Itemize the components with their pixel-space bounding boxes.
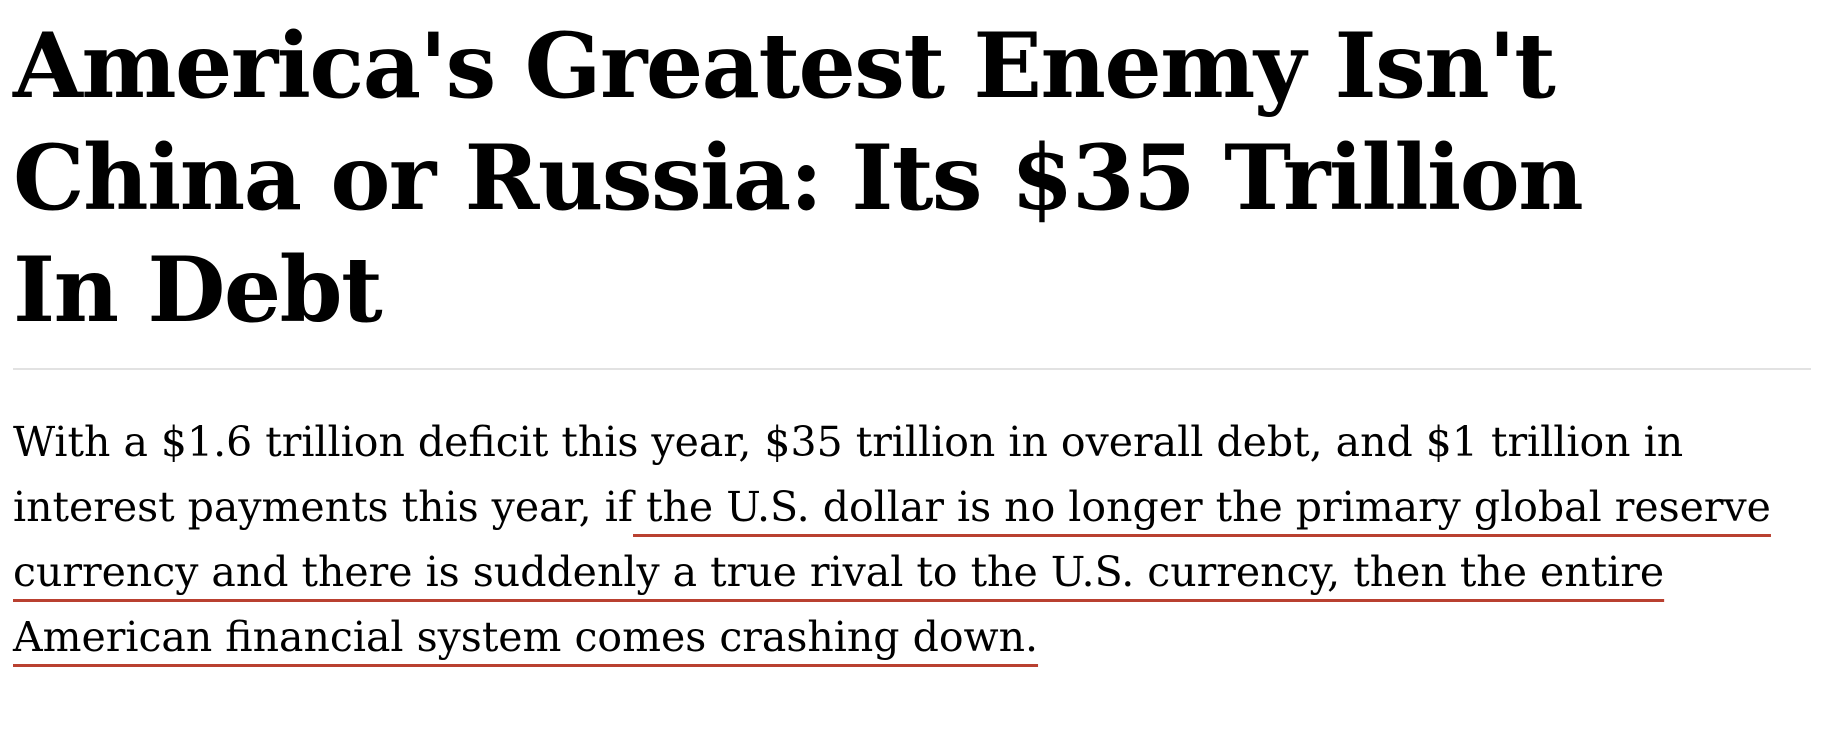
underlined-text-segment: American financial system comes crashing… — [13, 613, 1039, 661]
headline-line-3: In Debt — [13, 237, 383, 343]
headline-line-2: China or Russia: Its $35 Trillion — [13, 125, 1584, 231]
underlined-text-segment: the U.S. dollar is no longer the primary… — [633, 483, 1771, 531]
text-segment: With a $1.6 trillion deficit this year, … — [13, 418, 1684, 466]
underlined-text-segment: currency and there is suddenly a true ri… — [13, 548, 1665, 596]
article-paragraph: With a $1.6 trillion deficit this year, … — [13, 410, 1811, 670]
text-segment: interest payments this year, if — [13, 483, 634, 531]
paragraph-line-4: American financial system comes crashing… — [13, 605, 1811, 670]
paragraph-line-1: With a $1.6 trillion deficit this year, … — [13, 410, 1811, 475]
paragraph-line-2: interest payments this year, if the U.S.… — [13, 475, 1811, 540]
article-headline: America's Greatest Enemy Isn't China or … — [13, 0, 1811, 346]
headline-line-1: America's Greatest Enemy Isn't — [13, 13, 1556, 119]
section-divider — [13, 368, 1811, 370]
paragraph-line-3: currency and there is suddenly a true ri… — [13, 540, 1811, 605]
